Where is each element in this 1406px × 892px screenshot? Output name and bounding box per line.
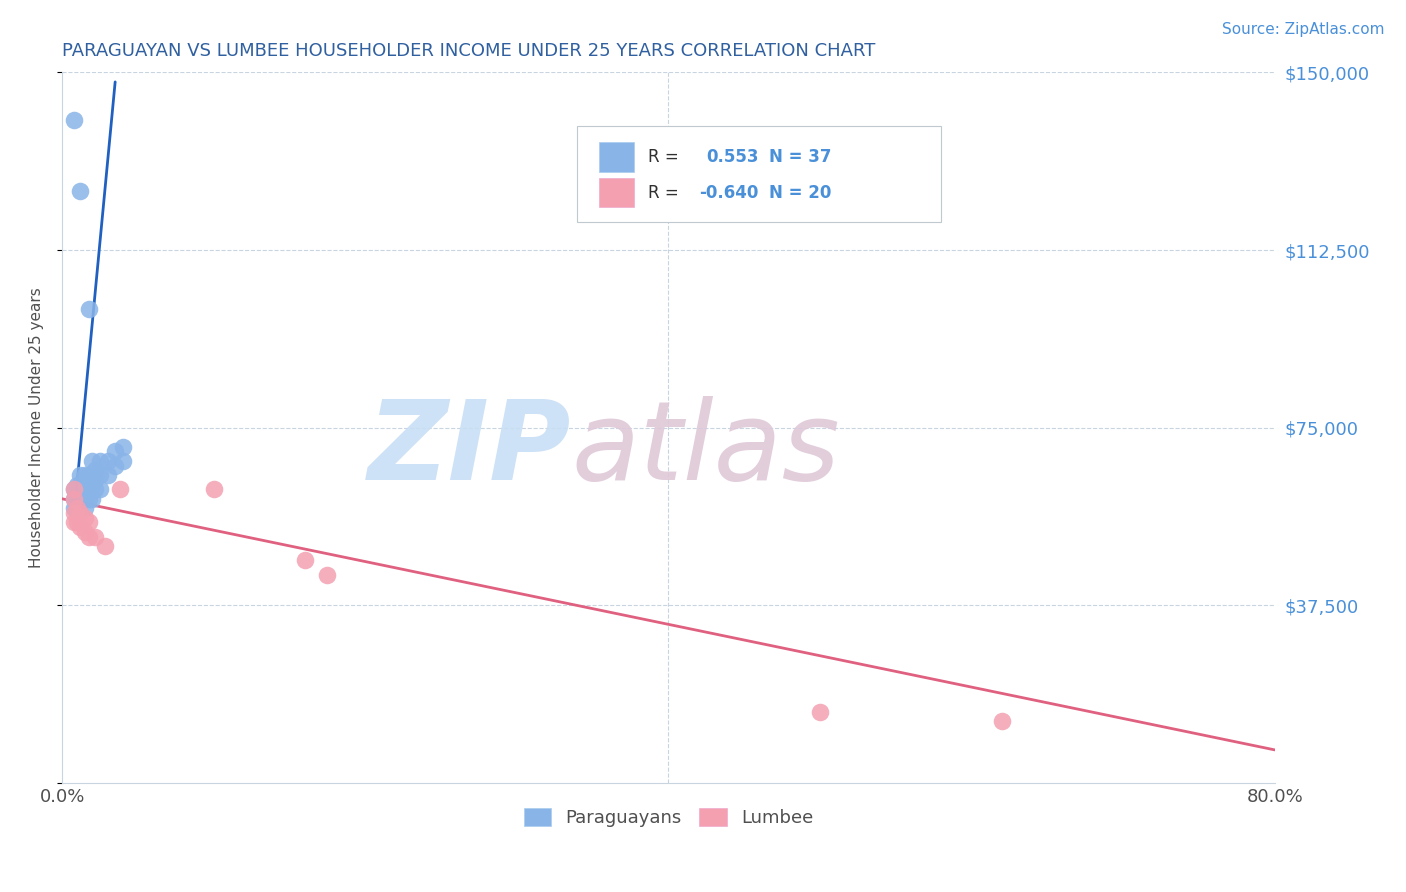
FancyBboxPatch shape xyxy=(599,178,634,208)
Point xyxy=(202,483,225,497)
Text: N = 20: N = 20 xyxy=(769,184,831,202)
Y-axis label: Householder Income Under 25 years: Householder Income Under 25 years xyxy=(30,287,44,568)
Legend: Paraguayans, Lumbee: Paraguayans, Lumbee xyxy=(516,801,821,834)
Text: PARAGUAYAN VS LUMBEE HOUSEHOLDER INCOME UNDER 25 YEARS CORRELATION CHART: PARAGUAYAN VS LUMBEE HOUSEHOLDER INCOME … xyxy=(62,42,876,60)
Text: -0.640: -0.640 xyxy=(699,184,758,202)
Text: R =: R = xyxy=(648,148,689,166)
Point xyxy=(63,491,86,506)
Point xyxy=(69,491,91,506)
Text: 0.553: 0.553 xyxy=(706,148,758,166)
Point xyxy=(294,553,316,567)
Point xyxy=(82,491,104,506)
Point xyxy=(73,483,96,497)
Point xyxy=(97,454,120,468)
Point xyxy=(69,520,91,534)
Point xyxy=(89,468,111,483)
Point xyxy=(93,539,115,553)
Point xyxy=(82,454,104,468)
Text: R =: R = xyxy=(648,184,683,202)
Point xyxy=(73,477,96,491)
Point xyxy=(84,463,107,477)
Point xyxy=(63,506,86,520)
FancyBboxPatch shape xyxy=(578,126,941,221)
Point xyxy=(79,468,101,483)
Point xyxy=(66,487,89,501)
Point xyxy=(316,567,339,582)
Text: atlas: atlas xyxy=(571,395,839,502)
Point xyxy=(66,501,89,516)
Point xyxy=(73,501,96,516)
Point xyxy=(991,714,1014,729)
Point xyxy=(111,454,134,468)
Point xyxy=(79,516,101,530)
Text: Source: ZipAtlas.com: Source: ZipAtlas.com xyxy=(1222,22,1385,37)
Point xyxy=(82,477,104,491)
Point xyxy=(79,302,101,317)
Point xyxy=(97,468,120,483)
Point xyxy=(73,510,96,524)
Point xyxy=(104,444,127,458)
Point xyxy=(84,530,107,544)
Point xyxy=(69,477,91,491)
Text: N = 37: N = 37 xyxy=(769,148,831,166)
Point xyxy=(73,524,96,539)
Text: ZIP: ZIP xyxy=(368,395,571,502)
Point xyxy=(73,468,96,483)
Point xyxy=(84,473,107,487)
Point xyxy=(84,483,107,497)
Point xyxy=(79,477,101,491)
Point xyxy=(108,483,131,497)
Point xyxy=(63,516,86,530)
Point xyxy=(66,501,89,516)
Point xyxy=(111,440,134,454)
Point xyxy=(82,468,104,483)
Point xyxy=(69,506,91,520)
Point xyxy=(66,477,89,491)
Point xyxy=(69,184,91,198)
Point xyxy=(63,112,86,127)
Point xyxy=(89,454,111,468)
Point xyxy=(79,530,101,544)
Point xyxy=(104,458,127,473)
Point xyxy=(63,483,86,497)
Point xyxy=(66,516,89,530)
Point xyxy=(79,491,101,506)
Point xyxy=(63,491,86,506)
Point xyxy=(73,491,96,506)
FancyBboxPatch shape xyxy=(599,142,634,172)
Point xyxy=(63,483,86,497)
Point xyxy=(808,705,831,719)
Point xyxy=(69,468,91,483)
Point xyxy=(66,491,89,506)
Point xyxy=(89,483,111,497)
Point xyxy=(63,501,86,516)
